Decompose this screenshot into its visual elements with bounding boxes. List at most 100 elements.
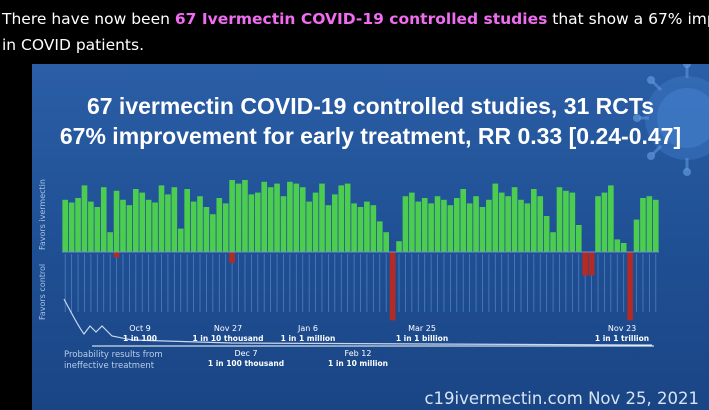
milestone-odds: 1 in 1 billion: [395, 334, 449, 343]
milestone-date: Nov 27: [213, 324, 243, 333]
study-bar: [171, 187, 178, 252]
probability-legend-line-1: Probability results from: [64, 350, 163, 360]
study-bar: [569, 192, 576, 252]
study-bar: [575, 225, 582, 252]
study-bar: [145, 199, 152, 252]
study-bar: [620, 243, 627, 252]
study-bar: [608, 185, 614, 252]
study-bar: [158, 185, 165, 252]
study-bar: [235, 183, 242, 252]
study-bar: [505, 196, 511, 252]
timeline-milestone: Mar 25 1 in 1 billion: [396, 324, 448, 344]
study-bar: [338, 185, 345, 252]
study-bar: [139, 192, 146, 252]
study-bar-negative: [229, 252, 235, 263]
study-bar: [646, 196, 653, 252]
study-bar: [376, 221, 383, 252]
study-bar: [152, 202, 158, 252]
study-bar: [498, 192, 505, 252]
study-bar: [370, 205, 377, 252]
study-bar: [68, 202, 75, 252]
study-bar: [81, 185, 88, 252]
study-bar: [595, 196, 601, 252]
study-bar: [165, 194, 171, 252]
source-credit: c19ivermectin.com Nov 25, 2021: [424, 389, 699, 408]
study-bar: [248, 194, 255, 252]
study-bar: [293, 183, 300, 252]
study-bar: [280, 196, 287, 252]
caption-highlight: 67 Ivermectin COVID-19 controlled studie…: [174, 10, 548, 28]
study-bar: [421, 198, 428, 252]
study-bar: [274, 183, 280, 252]
milestone-odds: 1 in 10 thousand: [192, 334, 264, 343]
study-bar: [319, 183, 325, 252]
study-bar: [511, 187, 518, 252]
study-bar: [409, 192, 415, 252]
study-bar: [582, 252, 588, 276]
study-bar: [479, 207, 486, 252]
study-bar: [133, 189, 139, 252]
milestone-odds: 1 in 100: [122, 334, 158, 343]
study-bar: [100, 187, 107, 252]
study-bar: [216, 198, 223, 252]
study-bar: [299, 187, 306, 252]
virus-illustration-icon: [633, 64, 709, 176]
study-bar: [389, 252, 396, 321]
study-bar: [524, 203, 531, 252]
study-bar: [614, 239, 621, 252]
timeline-milestone: Feb 12 1 in 10 million: [328, 349, 388, 369]
study-bar-negative: [113, 252, 120, 258]
study-bar: [441, 199, 447, 252]
milestone-odds: 1 in 100 thousand: [207, 359, 285, 368]
milestone-odds: 1 in 10 million: [328, 359, 388, 368]
milestone-odds: 1 in 1 million: [280, 334, 336, 343]
study-bar: [633, 219, 640, 252]
milestone-date: Dec 7: [234, 349, 258, 358]
study-bar: [537, 196, 544, 252]
timeline-milestone: Nov 23 1 in 1 trillion: [595, 324, 649, 344]
study-bar: [531, 189, 537, 252]
image-title-line-1: 67 ivermectin COVID-19 controlled studie…: [86, 93, 655, 119]
probability-curve: [63, 298, 653, 346]
study-summary-image: 67 ivermectin COVID-19 controlled studie…: [32, 64, 709, 410]
timeline-milestone: Nov 27 1 in 10 thousand: [192, 324, 263, 344]
caption-suffix: that show a 67% improvement: [552, 10, 709, 28]
study-bar: [287, 181, 293, 252]
caption-line-2: in COVID patients.: [2, 36, 145, 54]
study-bar: [325, 205, 332, 252]
study-bar: [383, 232, 389, 252]
study-bar: [556, 187, 563, 252]
study-bar: [113, 190, 120, 252]
study-bar: [88, 201, 94, 252]
study-bar: [210, 214, 216, 252]
study-bar: [466, 203, 473, 252]
study-bar: [550, 232, 556, 252]
milestone-date: Nov 23: [607, 324, 637, 333]
milestone-date: Jan 6: [298, 324, 318, 333]
study-bar: [460, 189, 467, 252]
study-bar: [222, 203, 229, 252]
study-bar: [94, 207, 101, 252]
study-bar: [242, 180, 248, 252]
study-bar: [601, 192, 608, 252]
study-bar: [190, 201, 197, 252]
study-bar: [486, 199, 492, 252]
milestone-date: Mar 25: [408, 324, 436, 333]
probability-legend-line-2: ineffective treatment: [64, 361, 155, 371]
probability-legend: Probability results from ineffective tre…: [64, 350, 163, 372]
study-bar: [75, 198, 81, 252]
post-caption: There have now been 67 Ivermectin COVID-…: [0, 0, 709, 62]
study-bar: [364, 201, 370, 252]
study-bar: [357, 207, 364, 252]
study-bar: [652, 199, 659, 252]
study-bar: [197, 196, 203, 252]
study-bar: [588, 252, 595, 276]
study-bar: [428, 203, 434, 252]
study-bar: [261, 181, 268, 252]
image-title-line-2: 67% improvement for early treatment, RR …: [59, 123, 682, 149]
study-bar: [62, 199, 69, 252]
caption-prefix: There have now been: [2, 10, 175, 28]
studies-bar-chart: [62, 180, 659, 347]
